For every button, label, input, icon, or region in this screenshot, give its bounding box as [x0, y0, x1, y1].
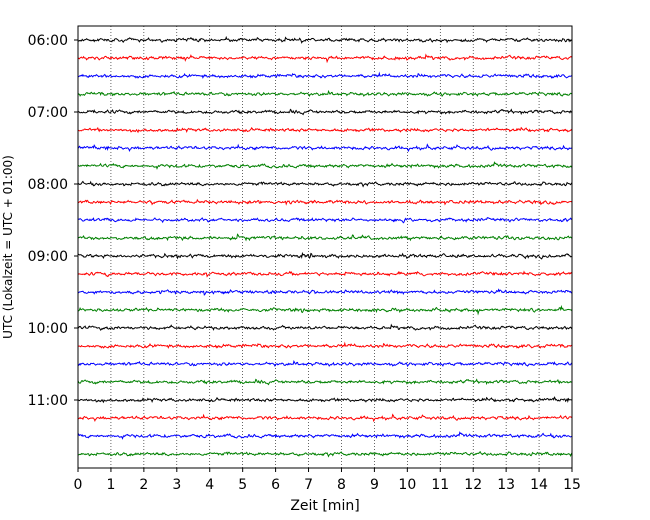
x-tick-label: 14 [530, 477, 548, 493]
x-tick-label: 12 [464, 477, 482, 493]
x-tick-label: 15 [563, 477, 581, 493]
trace-0745 [77, 161, 573, 170]
trace-0700 [77, 108, 573, 116]
trace-0815 [77, 198, 573, 206]
x-tick-label: 3 [172, 477, 181, 493]
trace-1000 [77, 323, 573, 331]
x-tick-label: 5 [238, 477, 247, 493]
x-tick-label: 9 [370, 477, 379, 493]
y-tick-label: 08:00 [28, 177, 68, 193]
trace-0930 [77, 288, 573, 296]
y-tick-label: 07:00 [28, 105, 68, 121]
x-tick-label: 7 [304, 477, 313, 493]
trace-1130 [77, 431, 573, 440]
x-axis: 0 1 2 3 4 5 6 7 8 9 10 11 12 13 14 15 [74, 468, 581, 493]
trace-0600 [77, 35, 573, 44]
x-tick-label: 10 [398, 477, 416, 493]
y-tick-label: 10:00 [28, 321, 68, 337]
trace-0615 [77, 53, 573, 64]
trace-1115 [77, 413, 573, 423]
x-tick-label: 4 [205, 477, 214, 493]
trace-0800 [77, 180, 573, 188]
trace-1015 [77, 341, 573, 349]
trace-0830 [77, 217, 573, 224]
x-tick-label: 1 [106, 477, 115, 493]
y-axis-label: UTC (Lokalzeit = UTC + 01:00) [1, 155, 15, 339]
trace-0730 [77, 143, 573, 153]
x-tick-label: 6 [271, 477, 280, 493]
trace-0645 [77, 89, 573, 98]
x-axis-label: Zeit [min] [290, 498, 359, 514]
x-tick-label: 2 [139, 477, 148, 493]
trace-1100 [77, 396, 573, 404]
x-tick-label: 0 [74, 477, 83, 493]
x-tick-label: 11 [431, 477, 449, 493]
trace-0845 [77, 233, 573, 242]
y-tick-label: 06:00 [28, 33, 68, 49]
y-tick-label: 11:00 [28, 393, 68, 409]
plot-frame [77, 25, 573, 469]
trace-0900 [77, 251, 573, 260]
trace-0945 [77, 304, 573, 316]
trace-0715 [77, 126, 573, 134]
x-tick-label: 13 [497, 477, 515, 493]
trace-1030 [77, 360, 573, 368]
y-axis: 06:00 07:00 08:00 09:00 10:00 11:00 [28, 33, 78, 409]
trace-0915 [77, 270, 573, 278]
trace-group [77, 35, 573, 458]
trace-1145 [77, 451, 573, 458]
trace-1045 [77, 378, 573, 386]
y-tick-label: 09:00 [28, 249, 68, 265]
x-tick-label: 8 [337, 477, 346, 493]
trace-0630 [77, 71, 573, 79]
